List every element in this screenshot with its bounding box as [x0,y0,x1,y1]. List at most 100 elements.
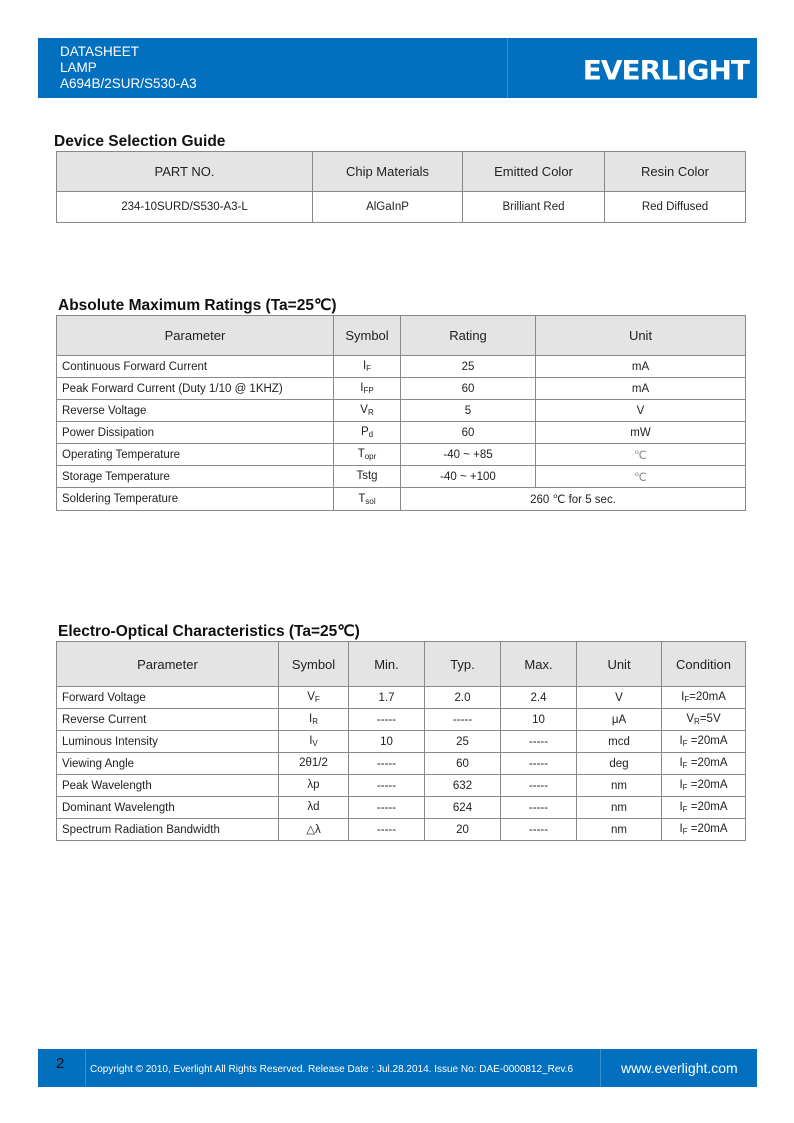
table-row: Dominant Wavelength λd ----- 624 ----- nm IF =… [56,796,746,819]
symbol: Tstg [356,470,378,482]
min-cell: 1.7 [348,686,425,709]
max-cell: ----- [500,796,577,819]
condition-symbol: I [681,691,685,703]
parameter-cell: Power Dissipation [56,421,334,444]
typ-cell: ----- [424,708,501,731]
condition-subscript: F [682,805,688,814]
table-row: 234-10SURD/S530-A3-L AlGaInP Brilliant Red… [56,191,746,223]
table-row: Operating Temperature Topr -40 ~ +85 ℃ [56,443,746,466]
page-header: DATASHEET LAMP A694B/2SUR/S530-A3 EVERLI… [38,38,757,98]
symbol-cell: VF [278,686,349,709]
table-row: Soldering Temperature Tsol 260 ℃ for 5 sec… [56,487,746,511]
table-row: Storage Temperature Tstg -40 ~ +100 ℃ [56,465,746,488]
typ-cell: 25 [424,730,501,753]
table-row: Continuous Forward Current IF 25 mA [56,355,746,378]
typ-cell: 632 [424,774,501,797]
condition-subscript: F [682,827,688,836]
doc-type: DATASHEET [60,44,140,59]
cell: Red Diffused [604,191,746,223]
unit-cell: V [576,686,662,709]
typ-cell: 624 [424,796,501,819]
min-cell: ----- [348,818,425,841]
symbol: P [360,426,369,438]
selection-title: Device Selection Guide [54,133,226,150]
col-header: Chip Materials [312,151,463,192]
unit-cell: mA [535,377,746,400]
condition-subscript: F [682,739,688,748]
condition-subscript: F [682,761,688,770]
table-row: Spectrum Radiation Bandwidth △λ ----- 20 ---… [56,818,746,841]
condition-cell: IF =20mA [661,818,746,841]
typ-cell: 60 [424,752,501,775]
rating-cell: 260 ℃ for 5 sec. [400,487,746,511]
symbol: V [307,691,315,703]
parameter-cell: Viewing Angle [56,752,279,775]
col-header: Resin Color [604,151,746,192]
parameter-cell: Operating Temperature [56,443,334,466]
symbol-cell: IF [333,355,401,378]
unit-cell: μA [576,708,662,731]
symbol-cell: λd [278,796,349,819]
rating-cell: 5 [400,399,536,422]
symbol: T [358,492,366,505]
condition-symbol: I [679,779,683,791]
symbol: λd [307,801,320,813]
website-link[interactable]: www.everlight.com [600,1049,757,1087]
everlight-logo: EVERLIGHT [582,54,750,87]
min-cell: ----- [348,708,425,731]
cell: AlGaInP [312,191,463,223]
max-cell: ----- [500,818,577,841]
parameter-cell: Peak Forward Current (Duty 1/10 @ 1KHZ) [56,377,334,400]
condition-value: =20mA [689,691,726,703]
unit-cell: mA [535,355,746,378]
unit-cell: ℃ [535,465,746,488]
symbol: I [309,713,313,725]
symbol-cell: λp [278,774,349,797]
rating-cell: 60 [400,421,536,444]
condition-symbol: V [686,713,695,725]
symbol: V [360,404,368,416]
condition-cell: IF =20mA [661,796,746,819]
parameter-cell: Reverse Current [56,708,279,731]
symbol-subscript: R [312,717,318,726]
parameter-cell: Storage Temperature [56,465,334,488]
condition-symbol: I [679,757,683,769]
unit-cell: mcd [576,730,662,753]
max-cell: ----- [500,774,577,797]
condition-cell: IF =20mA [661,730,746,753]
parameter-cell: Forward Voltage [56,686,279,709]
symbol-subscript: V [312,739,318,748]
symbol-cell: IFP [333,377,401,400]
condition-subscript: F [682,783,688,792]
col-header: Condition [661,641,746,687]
eo-title: Electro-Optical Characteristics (Ta=25℃) [58,623,360,640]
table-row: Peak Wavelength λp ----- 632 ----- nm IF =20mA [56,774,746,797]
symbol-subscript: d [368,430,374,439]
typ-cell: 20 [424,818,501,841]
ratings-title: Absolute Maximum Ratings (Ta=25℃) [58,297,337,314]
typ-cell: 2.0 [424,686,501,709]
symbol-cell: Pd [333,421,401,444]
header-text: DATASHEET LAMP A694B/2SUR/S530-A3 [60,44,197,92]
symbol-subscript: R [367,408,374,417]
page-footer: 2 Copyright © 2010, Everlight All Rights… [38,1049,757,1087]
rating-cell: 60 [400,377,536,400]
cell: 234-10SURD/S530-A3-L [56,191,313,223]
min-cell: 10 [348,730,425,753]
parameter-cell: Continuous Forward Current [56,355,334,378]
col-header: Rating [400,315,536,356]
condition-symbol: I [679,823,683,835]
col-header: Parameter [56,641,279,687]
condition-cell: IF=20mA [661,686,746,709]
parameter-cell: Peak Wavelength [56,774,279,797]
condition-value: =20mA [687,757,728,769]
min-cell: ----- [348,796,425,819]
condition-cell: VR=5V [661,708,746,731]
symbol: I [360,382,364,394]
symbol-cell: VR [333,399,401,422]
condition-symbol: I [679,801,683,813]
col-header: Unit [576,641,662,687]
symbol-cell: Tstg [333,465,401,488]
part-number: A694B/2SUR/S530-A3 [60,76,197,91]
col-header: PART NO. [56,151,313,192]
